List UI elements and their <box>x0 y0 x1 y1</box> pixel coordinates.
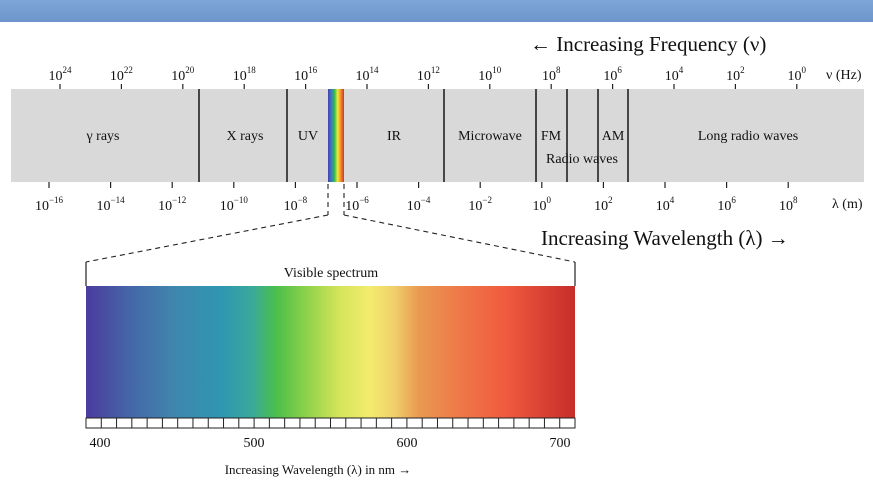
wavelength-tick-label: 108 <box>779 195 798 214</box>
wavelength-tick-label: 102 <box>594 195 613 214</box>
wavelength-tick-label: 10−8 <box>284 195 308 214</box>
region-label-radio-waves: Radio waves <box>546 152 618 167</box>
wavelength-tick-labels: 10−16 10−14 10−12 10−10 10−8 10−6 10−4 10−2 100 1… <box>35 195 798 214</box>
visible-strip <box>328 89 344 182</box>
frequency-tick-label: 104 <box>665 65 684 84</box>
visible-tick-500: 500 <box>244 436 265 451</box>
region-label-uv: UV <box>298 129 318 144</box>
region-dividers <box>198 89 629 182</box>
top-bar <box>0 0 873 22</box>
wavelength-tick-label: 106 <box>717 195 736 214</box>
wavelength-tick-label: 10−12 <box>158 195 186 214</box>
region-label-microwave: Microwave <box>458 129 522 144</box>
region-label-am: AM <box>602 129 625 144</box>
wavelength-tick-label: 10−6 <box>345 195 369 214</box>
frequency-tick-label: 102 <box>726 65 745 84</box>
wavelength-tick-label: 10−2 <box>468 195 492 214</box>
frequency-unit: ν (Hz) <box>826 68 862 83</box>
wavelength-unit: λ (m) <box>832 197 863 212</box>
wavelength-tick-label: 10−14 <box>97 195 126 214</box>
wavelength-tick-label: 10−10 <box>220 195 249 214</box>
zoom-lines <box>85 184 576 263</box>
visible-tick-600: 600 <box>397 436 418 451</box>
visible-axis-label: Increasing Wavelength (λ) in nm → <box>225 462 412 477</box>
frequency-tick-marks <box>59 84 798 89</box>
frequency-tick-label: 1020 <box>171 65 195 84</box>
wavelength-tick-label: 100 <box>533 195 552 214</box>
frequency-tick-label: 1016 <box>294 65 318 84</box>
region-label-fm: FM <box>541 129 562 144</box>
frequency-tick-label: 1010 <box>478 65 502 84</box>
region-label-long-radio-waves: Long radio waves <box>698 129 798 144</box>
frequency-tick-label: 106 <box>603 65 622 84</box>
visible-spectrum-title: Visible spectrum <box>284 266 379 281</box>
region-label-gamma-rays: γ rays <box>85 129 119 144</box>
spectrum-band <box>11 89 864 182</box>
frequency-tick-label: 1024 <box>49 65 73 84</box>
visible-ruler-ticks <box>85 418 576 428</box>
frequency-tick-label: 1018 <box>233 65 257 84</box>
visible-spectrum-bar <box>86 286 575 418</box>
wavelength-tick-label: 104 <box>656 195 675 214</box>
frequency-tick-label: 1012 <box>417 65 440 84</box>
wavelength-tick-label: 10−4 <box>407 195 431 214</box>
frequency-tick-label: 1014 <box>356 65 380 84</box>
visible-tick-700: 700 <box>550 436 571 451</box>
region-label-x-rays: X rays <box>227 129 264 144</box>
frequency-tick-label: 108 <box>542 65 561 84</box>
region-label-ir: IR <box>387 129 402 144</box>
wavelength-tick-marks <box>48 182 789 188</box>
frequency-tick-labels: 1024 1022 1020 1018 1016 1014 1012 1010 108 106 10… <box>49 65 807 84</box>
visible-tick-400: 400 <box>90 436 111 451</box>
wavelength-title: Increasing Wavelength (λ) → <box>541 226 789 250</box>
frequency-tick-label: 1022 <box>110 65 133 84</box>
frequency-tick-label: 100 <box>788 65 807 84</box>
wavelength-tick-label: 10−16 <box>35 195 64 214</box>
frequency-title: ← Increasing Frequency (ν) <box>530 32 766 56</box>
